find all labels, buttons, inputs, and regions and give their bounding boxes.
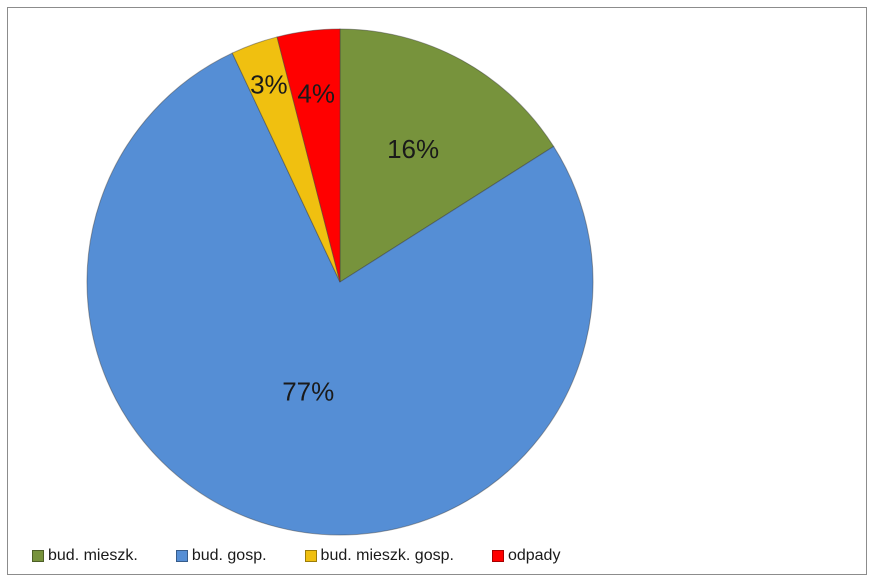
legend-item-bud-gosp: bud. gosp.: [175, 547, 267, 565]
legend-swatch-bud-mieszk: [32, 550, 44, 562]
legend-swatch-odpady: [491, 550, 504, 562]
legend-label-bud-mieszk: bud. mieszk.: [48, 547, 138, 564]
legend-item-bud-mieszk-gosp: bud. mieszk. gosp.: [304, 547, 454, 565]
pie-slice-bud-mieszk-gosp: [231, 36, 341, 283]
slice-label-bud-gosp: 77%: [282, 376, 334, 406]
slice-label-bud-mieszk: 16%: [387, 134, 439, 164]
slice-label-bud-mieszk-gosp: 3%: [250, 69, 288, 99]
legend-swatch-bud-mieszk-gosp: [304, 550, 317, 562]
legend: bud. mieszk. bud. gosp. bud. mieszk. gos…: [32, 545, 598, 567]
pie-slice-bud-gosp: [86, 52, 594, 536]
legend-label-bud-mieszk-gosp: bud. mieszk. gosp.: [320, 547, 454, 564]
legend-label-bud-gosp: bud. gosp.: [191, 547, 267, 564]
legend-item-odpady: odpady: [491, 547, 561, 565]
legend-swatch-bud-gosp: [175, 550, 188, 562]
pie-slice-odpady: [276, 28, 341, 283]
legend-label-odpady: odpady: [507, 547, 561, 564]
slice-label-odpady: 4%: [297, 79, 335, 109]
legend-item-bud-mieszk: bud. mieszk.: [32, 547, 138, 565]
pie-slice-bud-mieszk: [339, 28, 555, 283]
